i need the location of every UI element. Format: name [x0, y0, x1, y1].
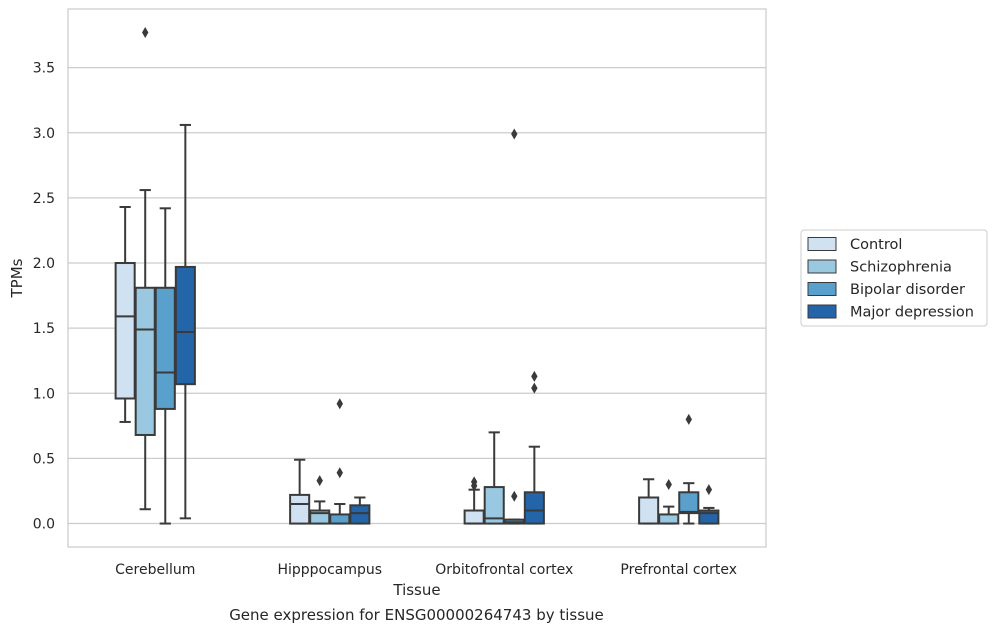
- outlier-point: [336, 398, 343, 410]
- box-body: [678, 491, 700, 515]
- legend-label: Schizophrenia: [850, 260, 952, 276]
- box-body: [134, 286, 156, 436]
- y-tick-label: 3.0: [33, 126, 55, 142]
- box-2-2: [503, 128, 525, 525]
- legend: Control Schizophrenia Bipolar disorder Majo…: [800, 229, 988, 327]
- y-tick-label: 0.0: [33, 517, 55, 533]
- legend-swatch: [807, 237, 837, 251]
- box-body: [463, 509, 485, 525]
- outlier-point: [511, 128, 518, 140]
- figure-caption: Gene expression for ENSG00000264743 by t…: [229, 606, 604, 624]
- box-2-3: [678, 413, 700, 525]
- box-1-3: [658, 478, 680, 525]
- outlier-point: [511, 490, 518, 502]
- box-3-2: [523, 370, 545, 525]
- y-tick-label: 3.5: [33, 61, 55, 77]
- box-3-1: [349, 496, 371, 525]
- outlier-point: [336, 467, 343, 479]
- legend-label: Major depression: [850, 305, 974, 321]
- box-body: [154, 286, 176, 410]
- box-body: [483, 486, 505, 525]
- x-tick-label: Orbitofrontal cortex: [435, 562, 573, 578]
- box-body: [523, 491, 545, 525]
- outlier-point: [531, 382, 538, 394]
- box-1-2: [483, 431, 505, 525]
- legend-swatch: [807, 259, 837, 274]
- y-tick-label: 2.5: [33, 191, 55, 207]
- legend-frame: [800, 229, 988, 327]
- x-axis-label: Tissue: [392, 581, 440, 599]
- outlier-point: [665, 478, 672, 490]
- outlier-point: [142, 26, 149, 38]
- plot-area-frame: [67, 8, 767, 548]
- y-tick-label: 0.5: [33, 451, 55, 467]
- box-body: [114, 262, 136, 400]
- boxes: [114, 26, 720, 525]
- box-2-1: [329, 398, 351, 525]
- legend-label: Control: [850, 237, 902, 253]
- box-body: [638, 496, 660, 525]
- x-tick-label: Cerebellum: [115, 562, 195, 578]
- box-3-0: [174, 123, 196, 520]
- box-body: [174, 265, 196, 386]
- box-1-0: [134, 26, 156, 511]
- y-axis-label: TPMs: [8, 258, 26, 298]
- y-tick-label: 2.0: [33, 256, 55, 272]
- box-2-0: [154, 207, 176, 525]
- y-tick-label: 1.5: [33, 321, 55, 337]
- legend-items: Control Schizophrenia Bipolar disorder Majo…: [807, 237, 974, 321]
- box-body: [658, 513, 680, 525]
- box-3-3: [698, 484, 720, 525]
- box-0-1: [289, 458, 311, 525]
- y-tick-label: 1.0: [33, 386, 55, 402]
- box-1-1: [309, 475, 331, 525]
- outlier-point: [531, 370, 538, 382]
- box-0-2: [463, 476, 485, 525]
- box-0-3: [638, 478, 660, 525]
- outlier-point: [470, 476, 478, 488]
- x-axis-ticks: Cerebellum Hipppocampus Orbitofrontal cort…: [115, 562, 737, 578]
- x-tick-label: Hipppocampus: [277, 562, 382, 578]
- outlier-point: [705, 484, 713, 496]
- y-axis-ticks: 0.0 0.5 1.0 1.5 2.0 2.5 3.0 3.5: [33, 61, 55, 533]
- legend-swatch: [807, 304, 837, 319]
- box-body: [329, 513, 351, 525]
- x-tick-label: Prefrontal cortex: [620, 562, 737, 578]
- box-body: [289, 493, 311, 525]
- outlier-point: [316, 475, 323, 487]
- box-0-0: [114, 206, 136, 423]
- box-body: [349, 504, 371, 525]
- legend-label: Bipolar disorder: [850, 282, 965, 298]
- legend-swatch: [807, 282, 837, 296]
- outlier-point: [685, 413, 692, 425]
